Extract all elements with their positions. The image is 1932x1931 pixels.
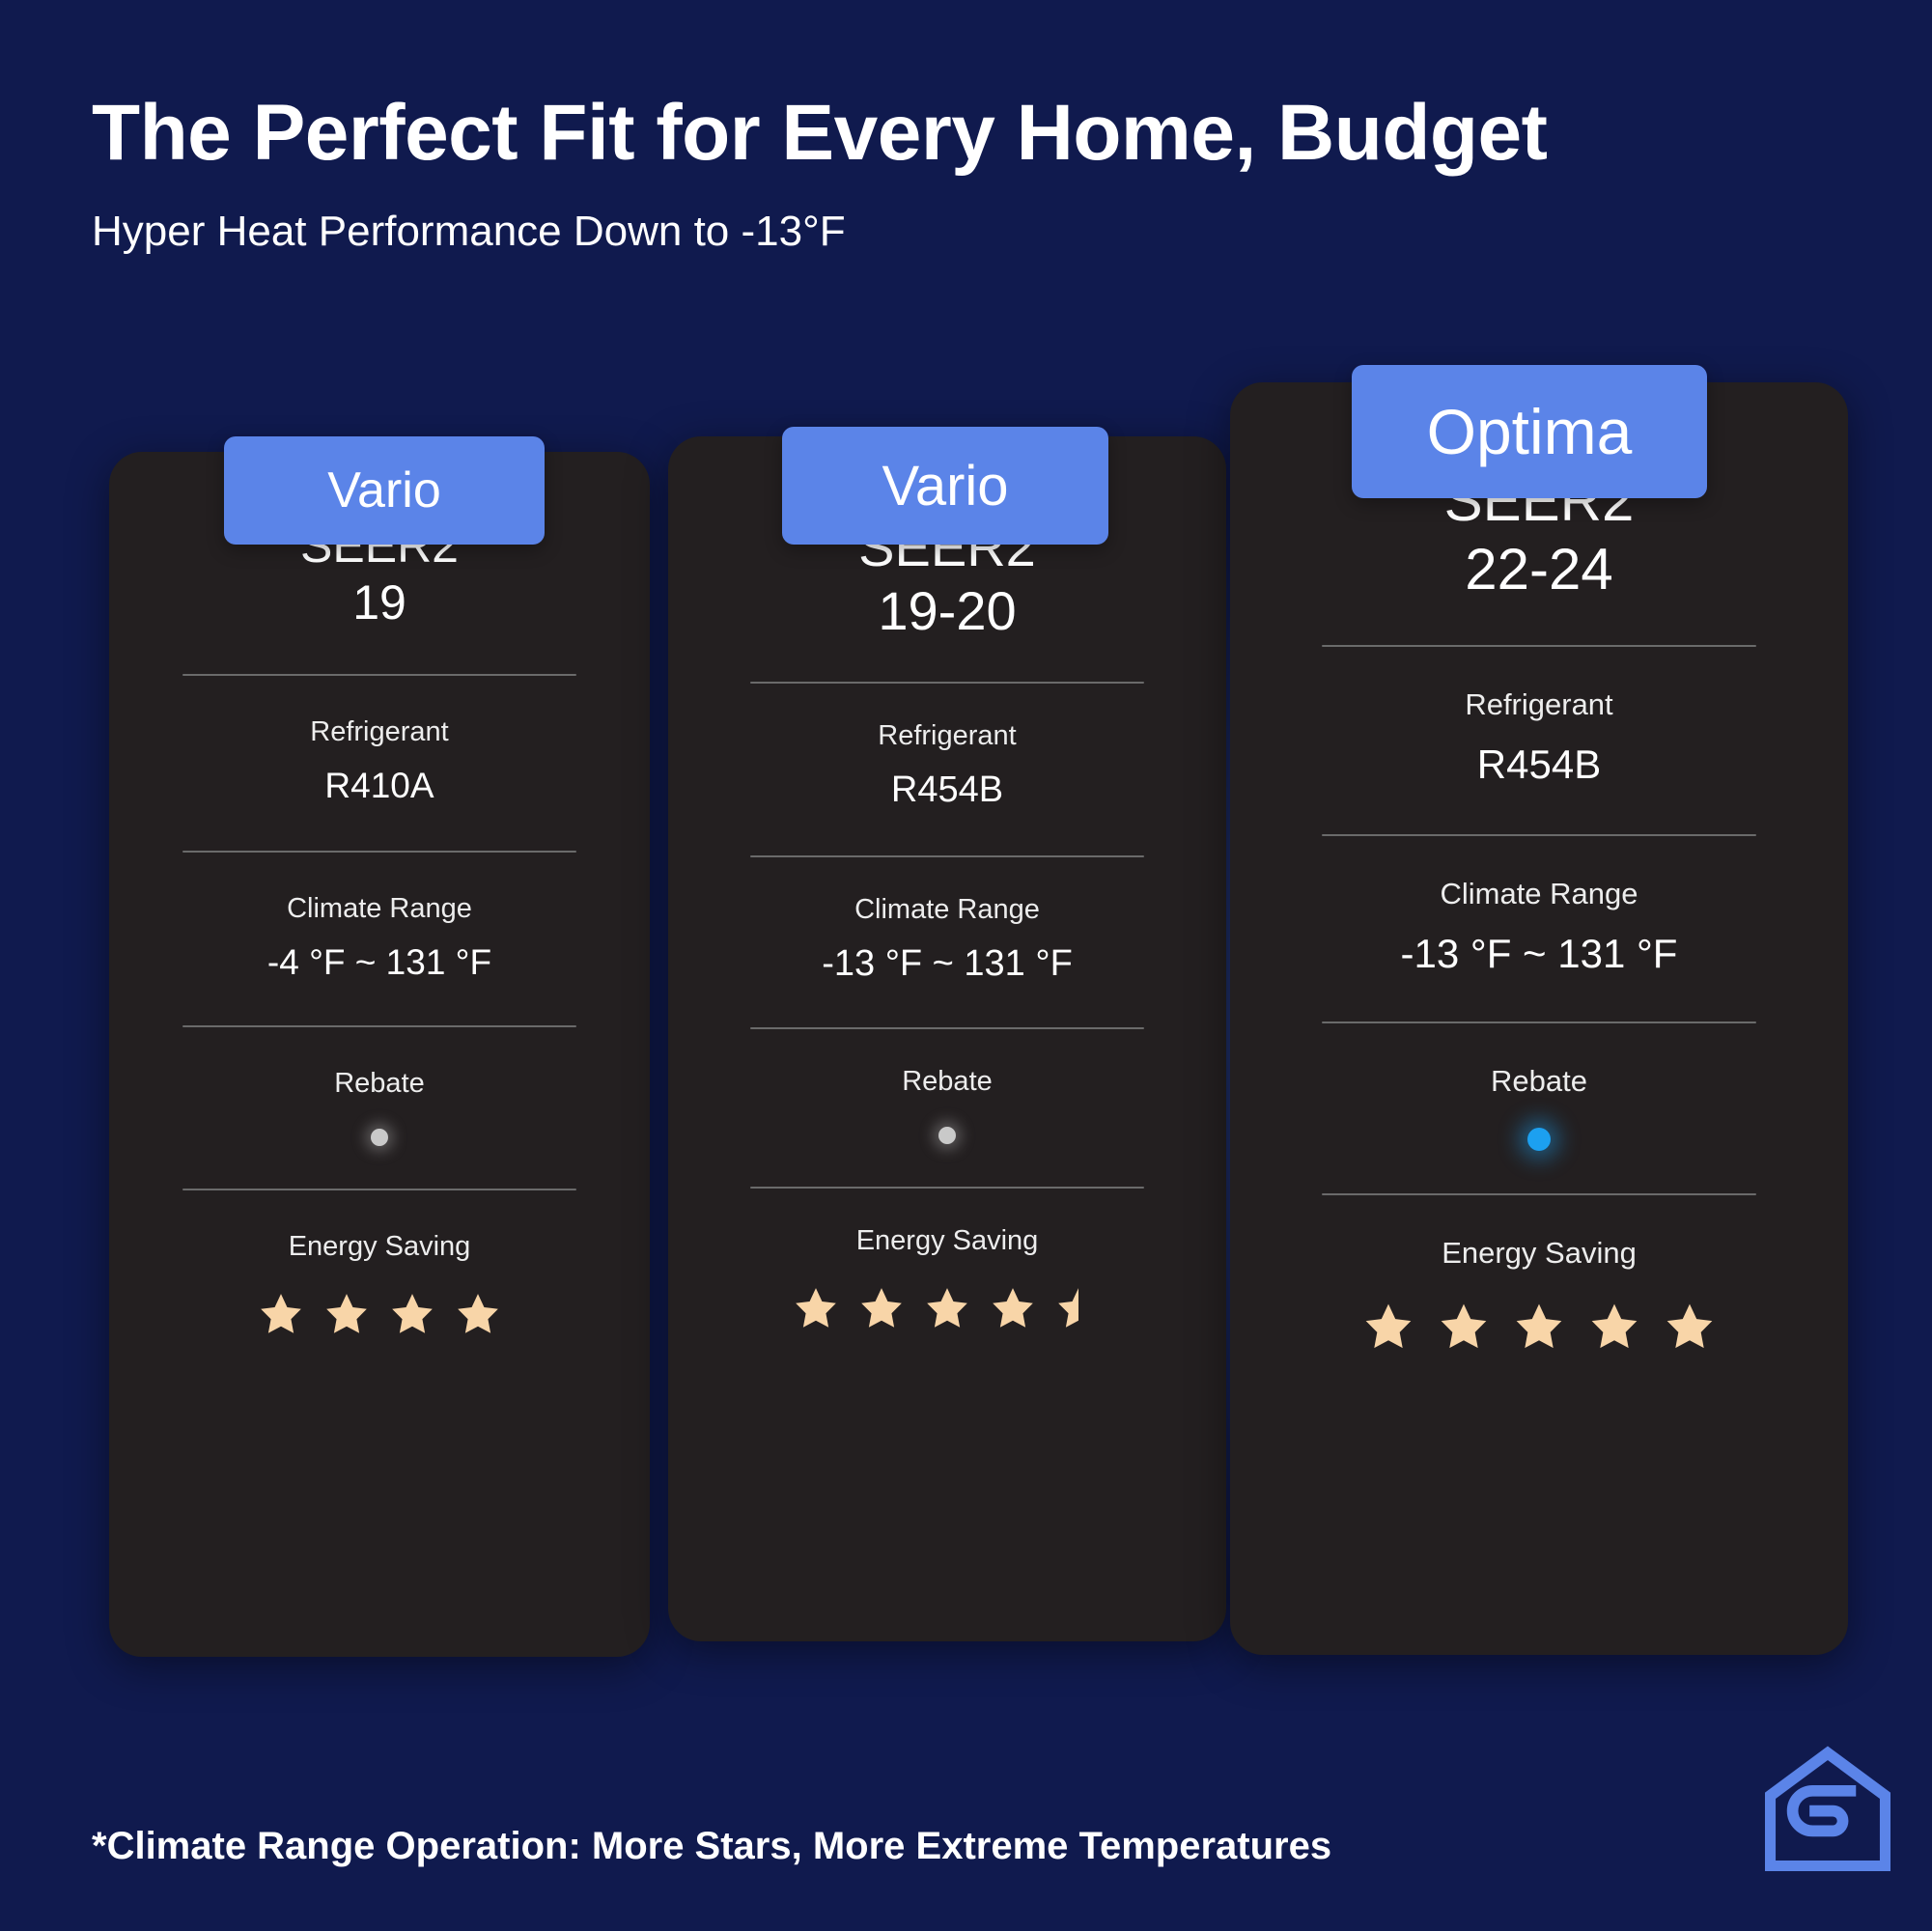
page-subtitle: Hyper Heat Performance Down to -13°F — [92, 208, 846, 256]
divider — [182, 1025, 576, 1027]
rebate-label: Rebate — [334, 1068, 425, 1099]
divider — [750, 682, 1144, 685]
divider — [1322, 1021, 1756, 1023]
refrigerant-value: R454B — [890, 770, 1004, 811]
climate-range-value: -13 °F ~ 131 °F — [1400, 930, 1678, 976]
climate-range-label: Climate Range — [287, 893, 472, 924]
rebate-indicator-dot — [370, 1129, 388, 1146]
tab-label: Vario — [327, 462, 441, 518]
energy-saving-stars — [783, 1284, 1111, 1332]
seer-value: 19-20 — [878, 580, 1017, 642]
climate-range-row: Climate Range -13 °F ~ 131 °F — [822, 894, 1073, 985]
seer-value: 19 — [352, 575, 406, 630]
climate-range-row: Climate Range -13 °F ~ 131 °F — [1401, 877, 1678, 977]
product-card-vario-19-20[interactable]: SEER2 19-20 Refrigerant R454B Climate Ra… — [668, 436, 1226, 1641]
rebate-row: Rebate — [334, 1068, 425, 1146]
seer-value: 22-24 — [1465, 536, 1613, 602]
footnote: *Climate Range Operation: More Stars, Mo… — [92, 1825, 1332, 1867]
refrigerant-value: R454B — [1476, 741, 1602, 787]
energy-saving-row: Energy Saving — [783, 1225, 1111, 1332]
energy-saving-row: Energy Saving — [248, 1231, 511, 1338]
climate-range-row: Climate Range -4 °F ~ 131 °F — [267, 893, 491, 983]
refrigerant-value: R410A — [324, 766, 434, 805]
header: The Perfect Fit for Every Home, Budget H… — [92, 89, 1830, 256]
page-title: The Perfect Fit for Every Home, Budget — [92, 89, 1548, 177]
climate-range-label: Climate Range — [854, 894, 1040, 926]
energy-saving-label: Energy Saving — [1442, 1235, 1637, 1270]
energy-saving-stars — [248, 1290, 511, 1338]
house-logo — [1764, 1746, 1891, 1872]
tab-vario-2[interactable]: Vario — [757, 427, 1108, 545]
product-card-optima[interactable]: SEER2 22-24 Refrigerant R454B Climate Ra… — [1230, 382, 1848, 1655]
divider — [182, 851, 576, 853]
refrigerant-label: Refrigerant — [878, 720, 1017, 752]
refrigerant-row: Refrigerant R454B — [878, 720, 1016, 811]
climate-range-value: -13 °F ~ 131 °F — [822, 943, 1073, 985]
tab-label: Optima — [1426, 396, 1633, 467]
energy-saving-label: Energy Saving — [855, 1225, 1039, 1257]
divider — [750, 855, 1144, 858]
divider — [1322, 644, 1756, 647]
energy-saving-stars — [1351, 1300, 1727, 1354]
energy-saving-label: Energy Saving — [288, 1231, 471, 1262]
divider — [182, 1189, 576, 1190]
divider — [750, 1027, 1144, 1030]
rebate-indicator-dot — [1527, 1127, 1551, 1151]
climate-range-value: -4 °F ~ 131 °F — [266, 942, 492, 982]
divider — [1322, 833, 1756, 836]
rebate-label: Rebate — [902, 1066, 993, 1098]
tab-optima[interactable]: Optima — [1327, 365, 1732, 498]
divider — [1322, 1192, 1756, 1195]
refrigerant-label: Refrigerant — [1465, 686, 1613, 721]
rebate-row: Rebate — [1491, 1064, 1587, 1151]
tab-vario-1[interactable]: Vario — [199, 436, 545, 545]
refrigerant-row: Refrigerant R410A — [310, 716, 448, 806]
rebate-label: Rebate — [1491, 1063, 1587, 1098]
divider — [182, 674, 576, 676]
energy-saving-row: Energy Saving — [1351, 1236, 1727, 1354]
climate-range-label: Climate Range — [1440, 876, 1638, 910]
rebate-indicator-dot — [938, 1127, 956, 1145]
rebate-row: Rebate — [902, 1066, 993, 1145]
refrigerant-label: Refrigerant — [310, 716, 449, 747]
product-card-vario-19[interactable]: SEER2 19 Refrigerant R410A Climate Range… — [109, 452, 650, 1657]
refrigerant-row: Refrigerant R454B — [1465, 687, 1612, 788]
divider — [750, 1187, 1144, 1189]
tab-label: Vario — [882, 454, 1009, 518]
